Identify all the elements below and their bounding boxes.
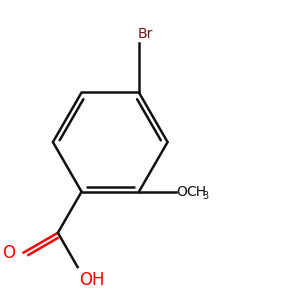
Text: O: O	[2, 244, 15, 262]
Text: Br: Br	[138, 27, 153, 41]
Text: 3: 3	[202, 191, 208, 201]
Text: O: O	[176, 185, 187, 199]
Text: OH: OH	[80, 271, 105, 289]
Text: CH: CH	[186, 185, 206, 199]
